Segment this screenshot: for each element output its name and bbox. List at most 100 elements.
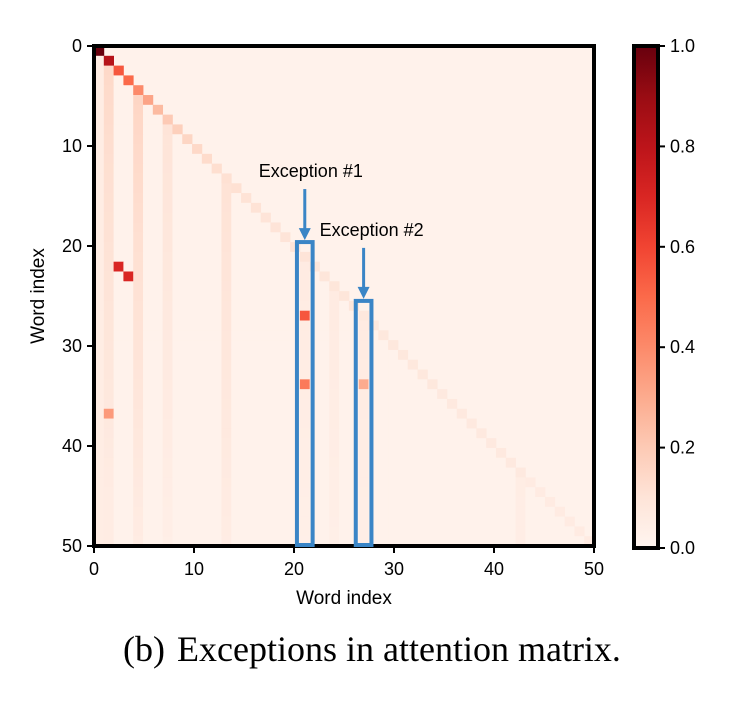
heatmap-cell bbox=[319, 320, 330, 331]
heatmap-cell bbox=[162, 330, 173, 341]
heatmap-cell bbox=[192, 477, 203, 488]
heatmap-cell bbox=[221, 398, 232, 410]
heatmap-cell bbox=[201, 389, 213, 400]
heatmap-cell bbox=[270, 242, 281, 253]
heatmap-cell bbox=[417, 438, 428, 449]
heatmap-cell bbox=[162, 320, 173, 331]
heatmap-cell bbox=[270, 261, 281, 272]
heatmap-cell bbox=[270, 467, 281, 478]
heatmap-cell bbox=[201, 193, 213, 204]
heatmap-cell bbox=[133, 124, 144, 135]
heatmap-cell bbox=[182, 496, 193, 508]
heatmap-cell bbox=[211, 447, 222, 459]
heatmap-cell bbox=[280, 418, 291, 429]
heatmap-cell bbox=[123, 85, 134, 96]
heatmap-cell bbox=[280, 330, 291, 341]
heatmap-cell bbox=[123, 75, 134, 86]
heatmap-cell bbox=[554, 526, 565, 537]
heatmap-cell bbox=[103, 398, 114, 410]
heatmap-cell bbox=[152, 134, 164, 145]
heatmap-cell bbox=[437, 496, 448, 508]
heatmap-cell bbox=[152, 320, 164, 331]
heatmap-cell bbox=[241, 251, 252, 263]
heatmap-cell bbox=[201, 320, 213, 331]
heatmap-cell bbox=[94, 104, 105, 116]
heatmap-cell bbox=[417, 487, 428, 498]
heatmap-cell bbox=[486, 467, 497, 478]
heatmap-cell bbox=[329, 281, 340, 292]
heatmap-cell bbox=[94, 212, 105, 223]
heatmap-cell bbox=[280, 281, 291, 292]
heatmap-cell bbox=[143, 232, 154, 243]
heatmap-cell bbox=[446, 516, 458, 527]
heatmap-cell bbox=[152, 477, 164, 488]
heatmap-cell bbox=[192, 261, 203, 272]
heatmap-cell bbox=[397, 487, 409, 498]
heatmap-cell bbox=[221, 212, 232, 223]
heatmap-cell bbox=[201, 330, 213, 341]
heatmap-cell bbox=[231, 457, 242, 468]
heatmap-cell bbox=[260, 428, 271, 439]
heatmap-cell bbox=[103, 183, 114, 194]
heatmap-cell bbox=[113, 114, 124, 125]
heatmap-cell bbox=[476, 438, 487, 449]
heatmap-cell bbox=[103, 349, 114, 361]
heatmap-cell bbox=[143, 114, 154, 125]
heatmap-cell bbox=[231, 340, 242, 351]
heatmap-cell bbox=[123, 536, 134, 547]
heatmap-cell bbox=[143, 163, 154, 174]
heatmap-cell bbox=[211, 183, 222, 194]
heatmap-cell bbox=[94, 379, 105, 390]
heatmap-cell bbox=[319, 487, 330, 498]
y-tick-label: 0 bbox=[72, 36, 82, 56]
heatmap-cells bbox=[94, 46, 595, 547]
heatmap-cell bbox=[162, 202, 173, 214]
heatmap-cell bbox=[456, 408, 467, 419]
heatmap-cell bbox=[309, 506, 320, 517]
heatmap-cell bbox=[466, 516, 477, 527]
heatmap-cell bbox=[368, 340, 379, 351]
heatmap-cell bbox=[211, 369, 222, 380]
heatmap-cell bbox=[113, 457, 124, 468]
heatmap-cell bbox=[378, 398, 389, 410]
heatmap-cell bbox=[241, 526, 252, 537]
heatmap-cell bbox=[113, 526, 124, 537]
heatmap-cell bbox=[388, 428, 399, 439]
heatmap-cell bbox=[133, 349, 144, 361]
heatmap-cell bbox=[211, 526, 222, 537]
heatmap-cell bbox=[113, 281, 124, 292]
heatmap-cell bbox=[319, 349, 330, 361]
heatmap-cell bbox=[270, 389, 281, 400]
colorbar-tick-label: 0.8 bbox=[670, 136, 695, 156]
heatmap-cell bbox=[192, 232, 203, 243]
heatmap-cell bbox=[358, 487, 369, 498]
heatmap-cell bbox=[437, 487, 448, 498]
heatmap-cell bbox=[544, 526, 556, 537]
heatmap-cell bbox=[368, 516, 379, 527]
heatmap-cell bbox=[103, 300, 114, 312]
heatmap-cell bbox=[182, 359, 193, 370]
heatmap-cell bbox=[260, 330, 271, 341]
heatmap-cell bbox=[143, 398, 154, 410]
heatmap-cell bbox=[113, 291, 124, 302]
heatmap-cell bbox=[339, 379, 350, 390]
heatmap-cell bbox=[133, 104, 144, 116]
heatmap-cell bbox=[103, 114, 114, 125]
heatmap-cell bbox=[466, 487, 477, 498]
heatmap-cell bbox=[368, 379, 379, 390]
heatmap-cell bbox=[339, 349, 350, 361]
heatmap-cell bbox=[182, 202, 193, 214]
heatmap-cell bbox=[172, 300, 183, 312]
heatmap-cell bbox=[270, 222, 281, 233]
heatmap-cell bbox=[152, 349, 164, 361]
heatmap-cell bbox=[417, 536, 428, 547]
heatmap-cell bbox=[211, 261, 222, 272]
heatmap-cell bbox=[299, 398, 311, 410]
heatmap-cell bbox=[192, 291, 203, 302]
heatmap-cell bbox=[270, 506, 281, 517]
heatmap-cell bbox=[152, 251, 164, 263]
heatmap-cell bbox=[113, 251, 124, 263]
caption-label: (b) bbox=[123, 629, 166, 669]
heatmap-cell bbox=[329, 389, 340, 400]
heatmap-cell bbox=[564, 516, 575, 527]
